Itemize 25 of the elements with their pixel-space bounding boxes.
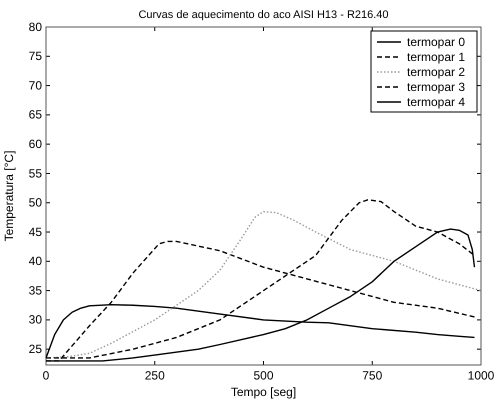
- y-tick-label: 25: [28, 342, 42, 356]
- legend-label: termopar 3: [407, 80, 466, 94]
- y-tick-label: 30: [28, 312, 42, 327]
- legend-label: termopar 4: [407, 95, 466, 109]
- y-tick-label: 55: [28, 166, 42, 180]
- x-tick-label: 750: [362, 368, 383, 383]
- y-tick-label: 70: [28, 78, 42, 92]
- legend-label: termopar 0: [407, 35, 466, 49]
- y-tick-label: 50: [28, 196, 42, 210]
- chart-title: Curvas de aquecimento do aco AISI H13 - R216.40: [138, 9, 389, 21]
- x-axis-title: Tempo [seg]: [230, 385, 296, 399]
- legend-label: termopar 2: [407, 65, 466, 79]
- y-axis-title: Temperatura [°C]: [2, 150, 16, 242]
- x-tick-label: 500: [253, 368, 274, 383]
- y-tick-label: 40: [28, 254, 42, 268]
- y-tick-label: 75: [28, 49, 42, 64]
- y-tick-label: 65: [28, 108, 42, 122]
- y-tick-label: 60: [28, 137, 42, 151]
- x-tick-label: 1000: [468, 368, 495, 383]
- legend-label: termopar 1: [407, 50, 466, 64]
- y-tick-label: 80: [28, 20, 42, 34]
- x-tick-label: 0: [42, 368, 50, 383]
- y-tick-label: 35: [28, 283, 42, 298]
- y-tick-label: 45: [28, 224, 42, 239]
- x-tick-label: 250: [144, 368, 166, 383]
